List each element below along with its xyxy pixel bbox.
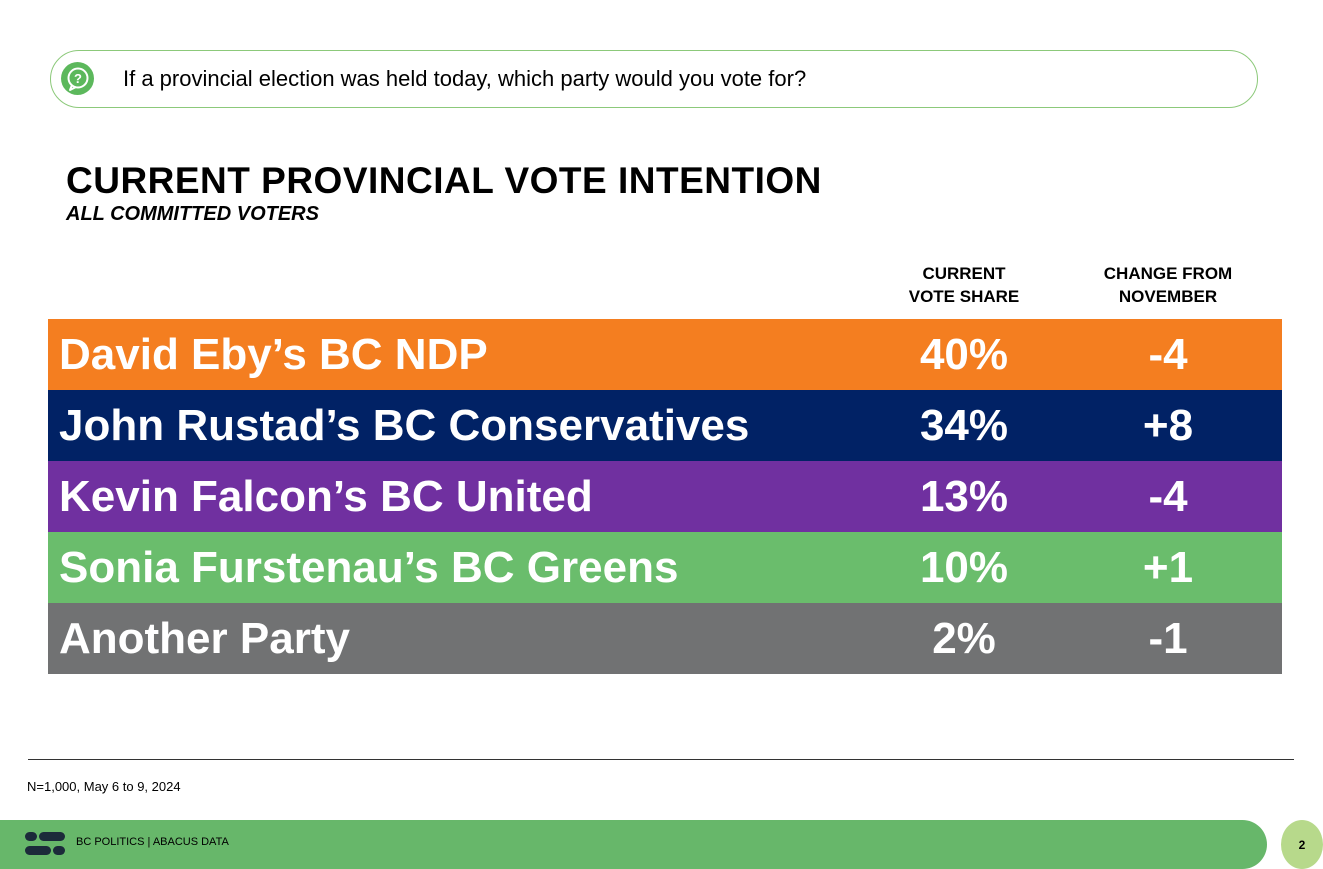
footer-bar: BC POLITICS | ABACUS DATA [0, 820, 1267, 869]
footer-label: BC POLITICS | ABACUS DATA [76, 836, 229, 848]
vote-share-value: 34% [919, 401, 1009, 450]
change-value: +8 [1142, 401, 1194, 450]
column-header-line: CURRENT [922, 264, 1006, 283]
party-name: Another Party [59, 614, 350, 663]
party-name: Sonia Furstenau’s BC Greens [59, 543, 679, 592]
change-value: -4 [1148, 330, 1188, 379]
page-number-badge: 2 [1281, 820, 1323, 869]
table-row: Another Party 2% -1 [48, 603, 1282, 674]
table-row: John Rustad’s BC Conservatives 34% +8 [48, 390, 1282, 461]
column-header-vote-share: CURRENT VOTE SHARE [874, 262, 1054, 308]
column-header-line: NOVEMBER [1118, 287, 1218, 306]
column-header-line: VOTE SHARE [908, 287, 1020, 306]
change-value: +1 [1142, 543, 1194, 592]
page-number: 2 [1298, 837, 1306, 852]
table-row: David Eby’s BC NDP 40% -4 [48, 319, 1282, 390]
sample-footnote: N=1,000, May 6 to 9, 2024 [27, 779, 181, 794]
table-row: Sonia Furstenau’s BC Greens 10% +1 [48, 532, 1282, 603]
question-text: If a provincial election was held today,… [123, 66, 807, 91]
party-name: David Eby’s BC NDP [59, 330, 488, 379]
abacus-logo-icon [25, 832, 65, 855]
change-value: -1 [1148, 614, 1188, 663]
chart-subtitle: ALL COMMITTED VOTERS [66, 203, 319, 225]
chart-title: CURRENT PROVINCIAL VOTE INTENTION [66, 160, 822, 201]
vote-share-value: 2% [932, 614, 996, 663]
question-bubble-icon: ? [61, 62, 94, 95]
footer-divider [28, 759, 1294, 760]
change-value: -4 [1148, 472, 1188, 521]
column-header-line: CHANGE FROM [1103, 264, 1233, 283]
table-row: Kevin Falcon’s BC United 13% -4 [48, 461, 1282, 532]
party-name: John Rustad’s BC Conservatives [59, 401, 750, 450]
vote-share-value: 13% [919, 472, 1009, 521]
party-name: Kevin Falcon’s BC United [59, 472, 593, 521]
vote-share-value: 40% [919, 330, 1009, 379]
vote-share-value: 10% [919, 543, 1009, 592]
column-header-change: CHANGE FROM NOVEMBER [1078, 262, 1258, 308]
question-box: ? If a provincial election was held toda… [50, 50, 1258, 108]
svg-text:?: ? [74, 71, 82, 86]
vote-table: David Eby’s BC NDP 40% -4 John Rustad’s … [48, 319, 1282, 674]
